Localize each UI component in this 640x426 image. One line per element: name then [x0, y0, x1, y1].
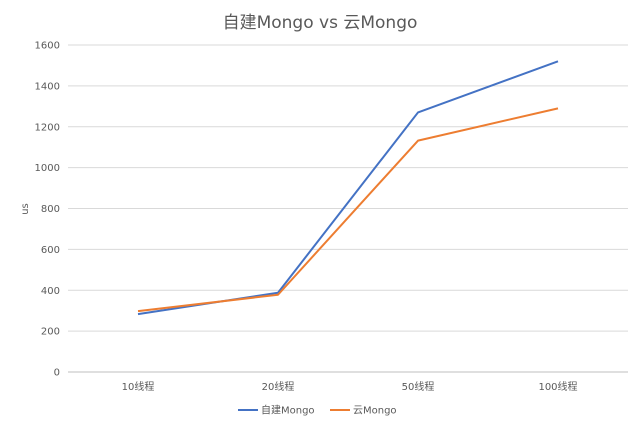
y-tick-label: 1600 [35, 41, 60, 52]
series-lines [137, 60, 559, 316]
x-tick-label: 100线程 [538, 380, 577, 393]
y-axis-label: us [20, 203, 31, 215]
y-axis-ticks: 0 200 400 600 800 1000 1200 1400 1600 [35, 41, 60, 379]
gridlines [68, 44, 628, 373]
y-tick-label: 600 [41, 245, 60, 256]
y-tick-label: 800 [41, 204, 60, 215]
series-line-1 [137, 107, 559, 313]
series-line-0 [137, 60, 559, 316]
y-tick-label: 1000 [35, 163, 60, 174]
legend-label: 自建Mongo [261, 404, 315, 417]
y-tick-label: 400 [41, 286, 60, 297]
x-tick-label: 20线程 [262, 380, 295, 393]
chart-title: 自建Mongo vs 云Mongo [223, 13, 418, 33]
y-tick-label: 1200 [35, 122, 60, 133]
legend: 自建Mongo 云Mongo [238, 404, 397, 417]
y-tick-label: 0 [54, 368, 60, 379]
legend-label: 云Mongo [353, 406, 397, 417]
x-tick-label: 50线程 [402, 380, 435, 393]
y-tick-label: 1400 [35, 81, 60, 92]
x-axis-ticks: 10线程 20线程 50线程 100线程 [122, 380, 578, 393]
x-tick-label: 10线程 [122, 380, 155, 393]
y-tick-label: 200 [41, 327, 60, 338]
